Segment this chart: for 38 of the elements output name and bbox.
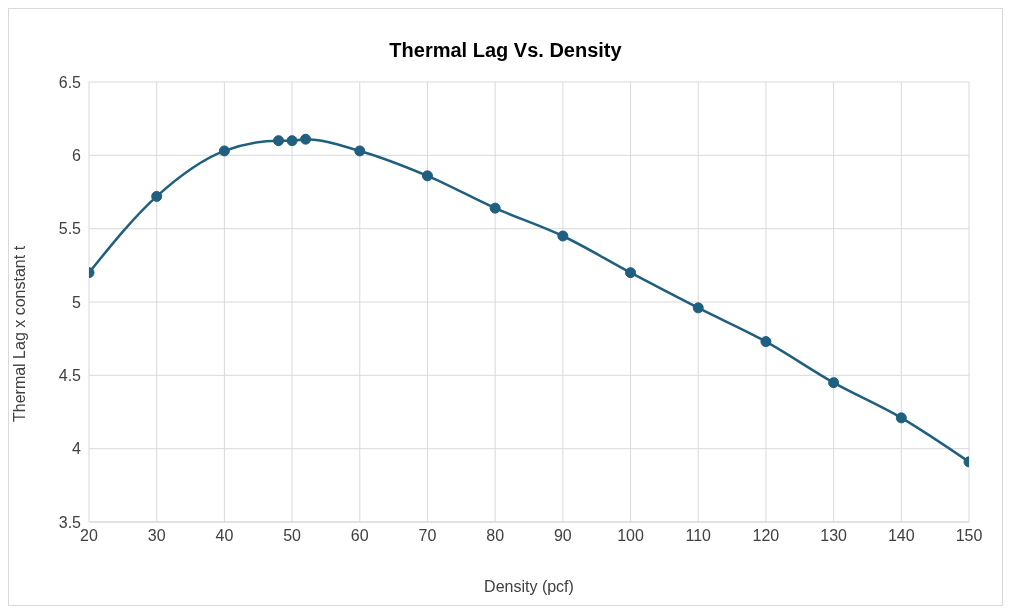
point [760,336,772,348]
point [286,135,298,147]
point [218,145,230,157]
y-axis-title: Thermal Lag x constant t [10,245,28,422]
point [828,377,840,389]
y-tick-label: 4 [72,440,82,458]
x-tick-label: 60 [350,527,369,545]
x-tick-label: 120 [752,527,780,545]
x-tick-label: 90 [553,527,572,545]
point [489,202,501,214]
y-tick-label: 5.5 [58,220,82,238]
y-tick-label: 5 [72,293,82,311]
x-axis-title: Density (pcf) [484,578,574,595]
point [692,302,704,314]
x-tick-label: 70 [418,527,437,545]
point [895,412,907,424]
x-tick-label: 80 [486,527,505,545]
point [273,135,285,147]
x-tick-label: 50 [283,527,302,545]
point [557,230,569,242]
point [625,267,637,279]
chart-title: Thermal Lag Vs. Density [388,39,623,62]
x-tick-label: 40 [215,527,234,545]
point [354,145,366,157]
y-tick-label: 6 [72,147,82,165]
x-tick-label: 100 [617,527,644,545]
x-tick-label: 20 [80,527,98,545]
y-tick-label: 4.5 [58,367,82,385]
point [151,190,163,202]
point [421,170,433,182]
x-tick-label: 110 [685,527,712,545]
x-tick-label: 30 [147,527,166,545]
point [300,133,312,145]
x-tick-label: 140 [887,527,915,545]
y-tick-label: 3.5 [58,513,82,531]
x-tick-label: 150 [955,527,983,545]
y-tick-label: 6.5 [58,73,82,91]
x-tick-label: 130 [820,527,848,545]
